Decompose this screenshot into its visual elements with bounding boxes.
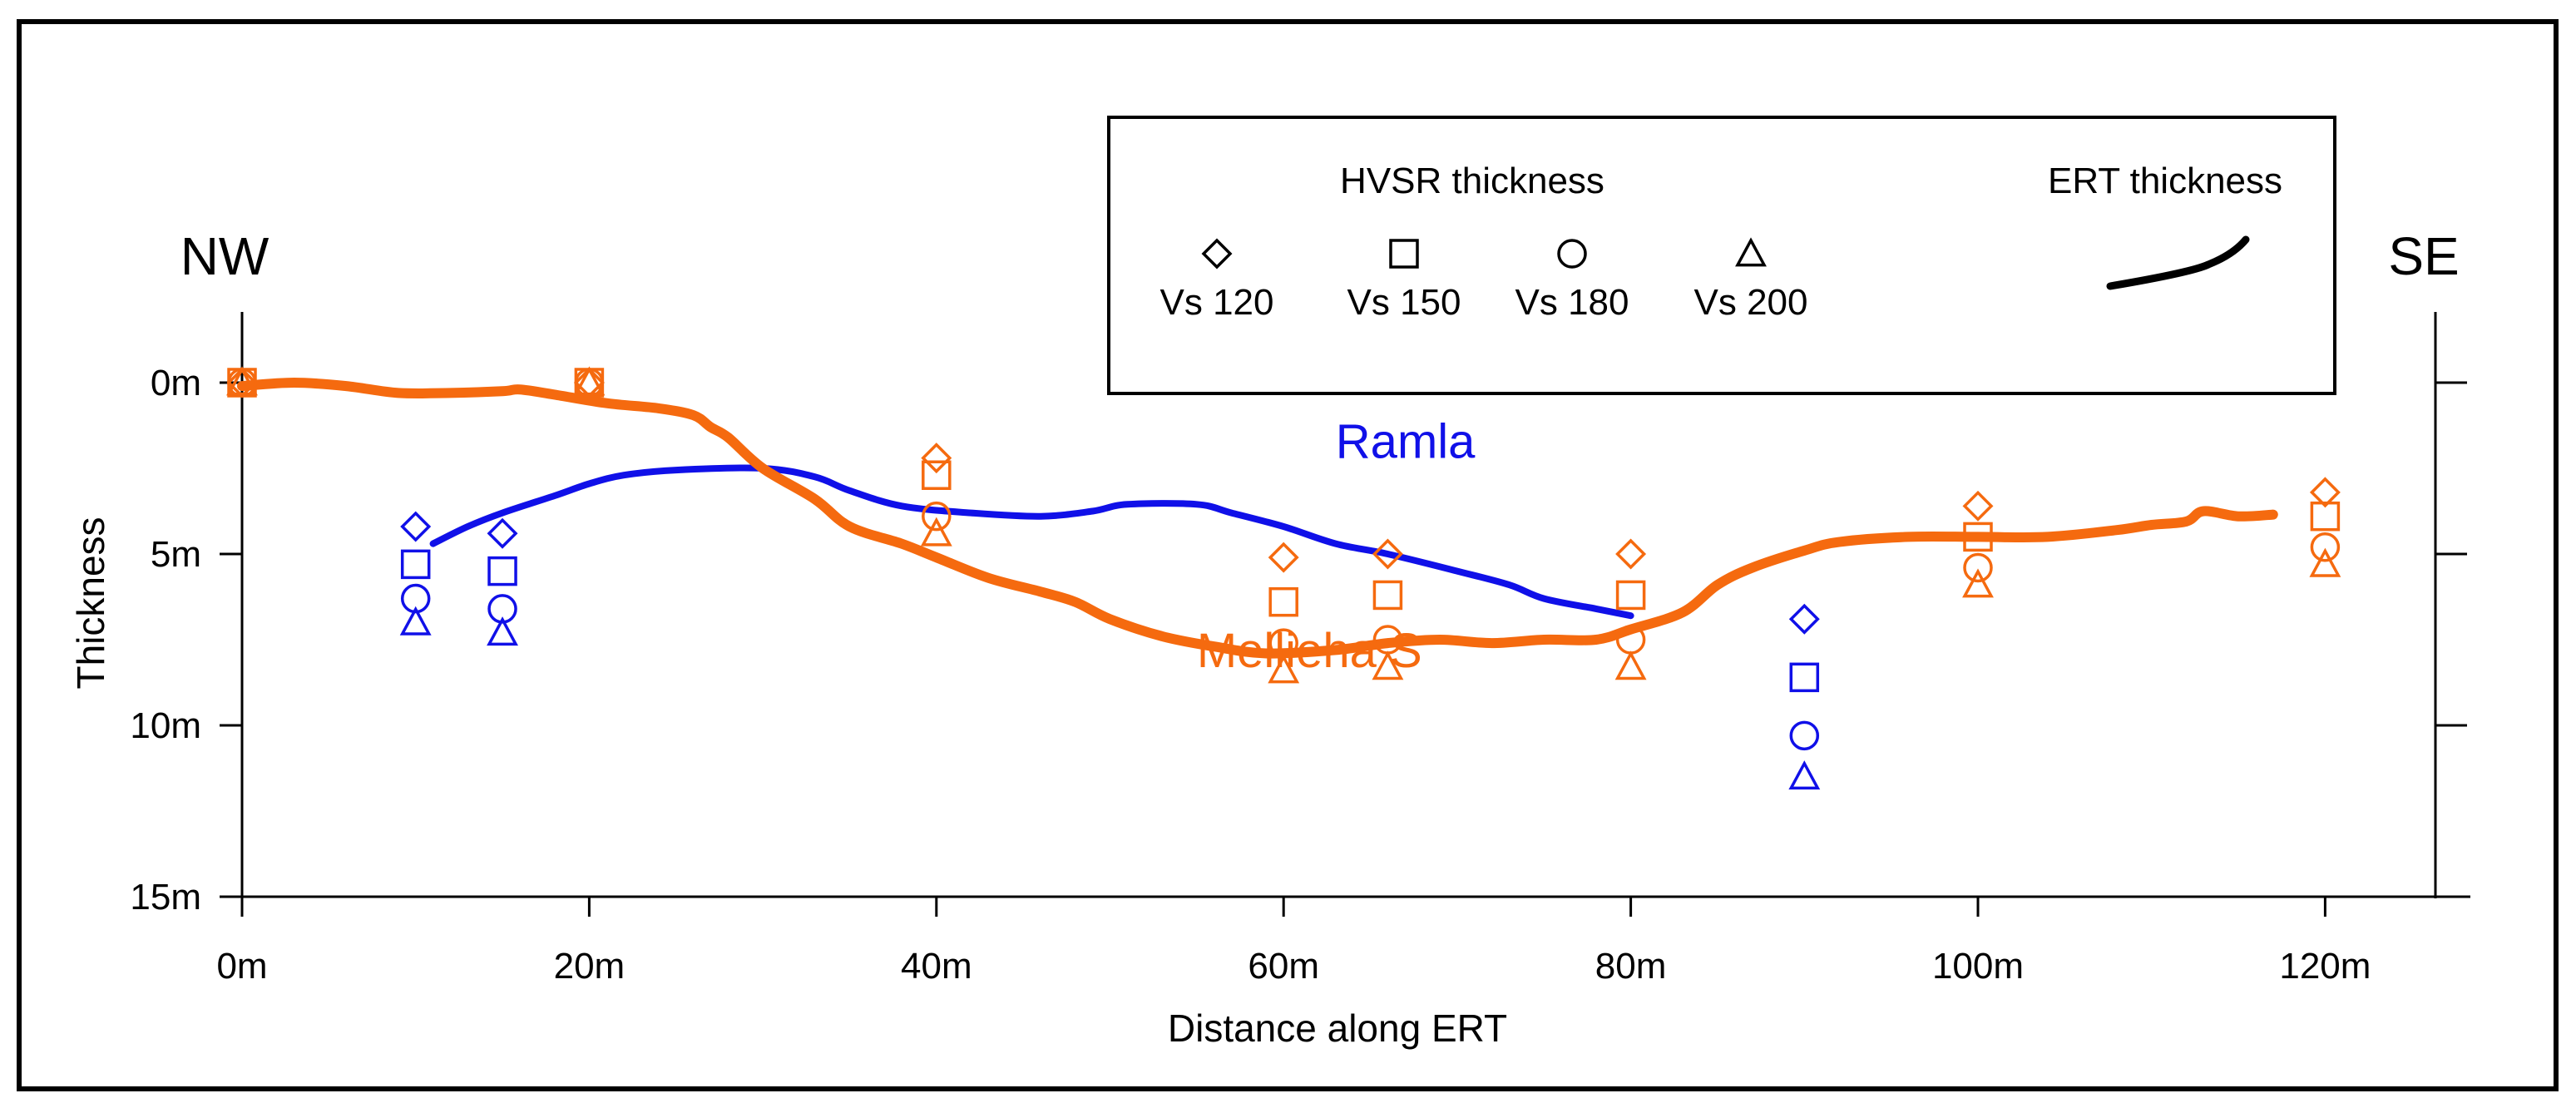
figure-frame: [17, 19, 2559, 1091]
hvsr-vs180-marker: [574, 368, 605, 398]
hvsr-vs200-marker: [226, 366, 258, 396]
hvsr-vs180-marker: [922, 501, 952, 532]
legend-box: [1107, 116, 2336, 395]
hvsr-vs200-marker: [1962, 568, 1994, 598]
nw-direction-label: NW: [180, 226, 269, 286]
hvsr-vs150-marker: [2310, 501, 2341, 532]
hvsr-vs180-marker: [1963, 552, 1993, 583]
hvsr-vs120-marker: [1788, 603, 1820, 635]
hvsr-vs180-marker: [1789, 720, 1820, 751]
legend: HVSR thickness ERT thickness Vs 120 Vs 15…: [1107, 116, 2336, 395]
x-tick-label: 20m: [554, 946, 625, 987]
series-annotations: Ramla Mellieha S: [1197, 415, 1476, 678]
legend-ert-title: ERT thickness: [2048, 161, 2282, 201]
hvsr-vs200-marker: [2309, 547, 2341, 577]
hvsr-vs150-marker: [1268, 586, 1298, 617]
hvsr-vs200-marker: [1614, 650, 1647, 680]
hvsr-vs150-marker: [487, 556, 517, 586]
x-axis-title: Distance along ERT: [1168, 1007, 1507, 1050]
hvsr-vs200-marker: [573, 366, 606, 396]
hvsr-vs150-marker: [922, 460, 952, 490]
legend-ert-line: [2106, 235, 2250, 290]
hvsr-vs150-marker: [1963, 522, 1993, 552]
legend-circle-icon: [1557, 239, 1587, 269]
axis-ticks: 0m 20m 40m 60m 80m 100m 120m 0m 5m 10m 15m: [130, 363, 2467, 987]
legend-label-circle: Vs 180: [1515, 282, 1629, 323]
x-tick-label: 120m: [2279, 946, 2371, 987]
hvsr-vs120-marker: [921, 443, 952, 474]
hvsr-vs120-marker: [1962, 490, 1994, 522]
hvsr-vs200-marker: [1268, 654, 1300, 684]
annotation-mellieha-s: Mellieha S: [1197, 624, 1422, 678]
hvsr-vs120-marker: [487, 517, 518, 549]
hvsr-vs120-marker: [1268, 542, 1299, 573]
legend-hvsr-title: HVSR thickness: [1340, 161, 1604, 201]
y-axis-title: Thickness: [69, 517, 112, 689]
legend-square-icon: [1389, 239, 1419, 269]
ert-lines: [237, 378, 2278, 659]
x-tick-label: 60m: [1248, 946, 1319, 987]
hvsr-vs120-marker: [2309, 477, 2341, 508]
legend-diamond-icon: [1201, 238, 1233, 270]
hvsr-vs150-marker: [1615, 580, 1646, 611]
x-tick-label: 40m: [901, 946, 972, 987]
y-tick-label: 15m: [130, 877, 201, 918]
x-tick-label: 100m: [1932, 946, 2024, 987]
hvsr-vs120-marker: [1372, 538, 1403, 570]
x-tick-label: 80m: [1595, 946, 1667, 987]
y-tick-label: 10m: [130, 705, 201, 746]
legend-label-diamond: Vs 120: [1160, 282, 1274, 323]
legend-items: Vs 120 Vs 150 Vs 180 Vs 200: [1160, 237, 1808, 323]
y-tick-label: 5m: [151, 534, 201, 575]
ert-line-ramla: [429, 464, 1634, 620]
hvsr-vs120-marker: [400, 511, 432, 542]
hvsr-vs150-marker: [1789, 662, 1820, 693]
hvsr-vs200-marker: [1788, 760, 1821, 790]
hvsr-vs120-marker: [1615, 538, 1647, 570]
hvsr-vs150-marker: [400, 549, 431, 580]
hvsr-vs200-marker: [1372, 650, 1404, 680]
hvsr-vs180-marker: [2310, 532, 2341, 562]
hvsr-vs200-marker: [920, 517, 952, 547]
legend-triangle-icon: [1735, 237, 1767, 267]
se-direction-label: SE: [2388, 226, 2459, 286]
hvsr-markers: [226, 366, 2341, 790]
hvsr-vs200-marker: [399, 606, 432, 636]
annotation-ramla: Ramla: [1336, 415, 1476, 469]
hvsr-vs150-marker: [1372, 580, 1403, 611]
legend-label-square: Vs 150: [1347, 282, 1461, 323]
x-tick-label: 0m: [216, 946, 267, 987]
ert-line-mellieha-s: [237, 378, 2278, 659]
hvsr-vs200-marker: [487, 616, 518, 646]
legend-label-triangle: Vs 200: [1694, 282, 1808, 323]
y-tick-label: 0m: [151, 363, 201, 403]
